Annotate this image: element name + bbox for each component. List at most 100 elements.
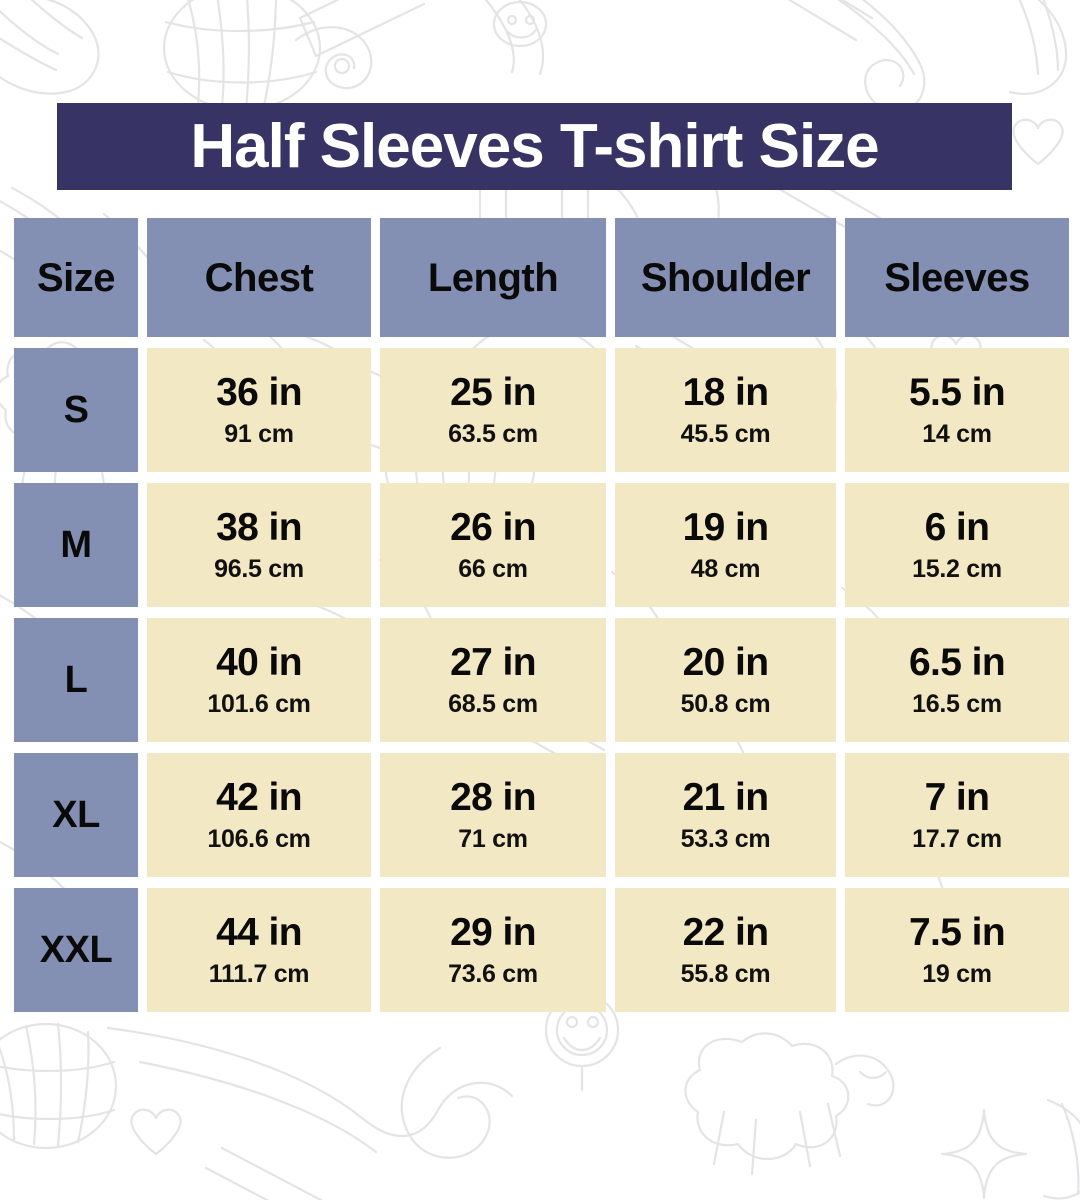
measure-inches: 44 in xyxy=(216,911,302,955)
measure-centimeters: 16.5 cm xyxy=(912,690,1002,719)
measure-centimeters: 68.5 cm xyxy=(448,690,538,719)
measure-inches: 42 in xyxy=(216,776,302,820)
size-label: XL xyxy=(52,794,100,836)
yarn-ball-icon xyxy=(1008,0,1068,95)
measure-centimeters: 71 cm xyxy=(458,825,528,854)
measure-centimeters: 14 cm xyxy=(922,420,992,449)
size-cell: L xyxy=(14,618,138,742)
size-cell: XL xyxy=(14,753,138,877)
measure-cell-shoulder: 18 in 45.5 cm xyxy=(615,348,836,472)
measure-centimeters: 17.7 cm xyxy=(912,825,1002,854)
header-label-chest: Chest xyxy=(204,255,314,300)
measure-inches: 7.5 in xyxy=(908,911,1006,955)
measure-centimeters: 111.7 cm xyxy=(208,960,310,989)
yarn-ball-icon xyxy=(162,0,322,112)
yarn-ball-icon xyxy=(1042,1098,1080,1200)
measure-inches: 6.5 in xyxy=(908,641,1006,685)
size-chart-table: Size Chest Length Shoulder Sleeves S 36 … xyxy=(14,218,1069,1012)
measure-inches: 5.5 in xyxy=(908,371,1006,415)
knitting-needles-icon xyxy=(787,0,874,42)
header-label-sleeves: Sleeves xyxy=(884,255,1030,300)
size-label: M xyxy=(60,524,92,566)
size-cell: S xyxy=(14,348,138,472)
measure-centimeters: 19 cm xyxy=(922,960,992,989)
header-cell-length: Length xyxy=(380,218,606,337)
header-label-length: Length xyxy=(427,255,559,300)
yarn-ball-icon xyxy=(0,1022,118,1150)
chart-title-bar: Half Sleeves T-shirt Size xyxy=(57,103,1012,190)
table-header-row: Size Chest Length Shoulder Sleeves xyxy=(14,218,1069,337)
measure-inches: 40 in xyxy=(216,641,302,685)
measure-centimeters: 50.8 cm xyxy=(680,690,771,719)
measure-cell-shoulder: 19 in 48 cm xyxy=(615,483,836,607)
measure-cell-chest: 44 in 111.7 cm xyxy=(147,888,371,1012)
yarn-ball-icon xyxy=(0,0,100,95)
measure-inches: 26 in xyxy=(450,506,536,550)
measure-centimeters: 63.5 cm xyxy=(448,420,538,449)
measure-cell-sleeves: 6.5 in 16.5 cm xyxy=(845,618,1069,742)
knitting-needles-icon xyxy=(298,0,426,58)
table-row: M 38 in 96.5 cm 26 in 66 cm 19 in 48 cm … xyxy=(14,483,1069,607)
measure-centimeters: 15.2 cm xyxy=(912,555,1002,584)
table-row: XXL 44 in 111.7 cm 29 in 73.6 cm 22 in 5… xyxy=(14,888,1069,1012)
heart-icon xyxy=(130,1108,182,1156)
knitting-needles-icon xyxy=(204,1146,324,1200)
measure-inches: 38 in xyxy=(216,506,302,550)
measure-cell-chest: 42 in 106.6 cm xyxy=(147,753,371,877)
measure-cell-shoulder: 20 in 50.8 cm xyxy=(615,618,836,742)
measure-cell-shoulder: 22 in 55.8 cm xyxy=(615,888,836,1012)
measure-centimeters: 106.6 cm xyxy=(207,825,311,854)
measure-cell-length: 28 in 71 cm xyxy=(380,753,606,877)
measure-cell-sleeves: 6 in 15.2 cm xyxy=(845,483,1069,607)
yarn-strand-icon xyxy=(484,0,545,76)
measure-inches: 25 in xyxy=(450,371,536,415)
measure-centimeters: 66 cm xyxy=(458,555,528,584)
measure-centimeters: 73.6 cm xyxy=(448,960,538,989)
measure-cell-chest: 40 in 101.6 cm xyxy=(147,618,371,742)
header-label-shoulder: Shoulder xyxy=(640,255,811,300)
measure-inches: 27 in xyxy=(450,641,536,685)
measure-cell-chest: 38 in 96.5 cm xyxy=(147,483,371,607)
measure-inches: 20 in xyxy=(682,641,769,685)
measure-centimeters: 45.5 cm xyxy=(680,420,771,449)
button-icon xyxy=(492,0,548,48)
measure-inches: 28 in xyxy=(450,776,536,820)
measure-cell-chest: 36 in 91 cm xyxy=(147,348,371,472)
header-cell-chest: Chest xyxy=(147,218,371,337)
page-title: Half Sleeves T-shirt Size xyxy=(190,111,879,181)
measure-centimeters: 53.3 cm xyxy=(680,825,771,854)
safety-pin-icon xyxy=(837,0,926,113)
measure-cell-length: 25 in 63.5 cm xyxy=(380,348,606,472)
measure-inches: 29 in xyxy=(450,911,536,955)
sheep-icon xyxy=(684,1032,895,1176)
measure-centimeters: 55.8 cm xyxy=(680,960,771,989)
header-cell-size: Size xyxy=(14,218,138,337)
measure-centimeters: 101.6 cm xyxy=(207,690,311,719)
size-label: XXL xyxy=(39,929,113,971)
measure-inches: 21 in xyxy=(682,776,769,820)
table-row: S 36 in 91 cm 25 in 63.5 cm 18 in 45.5 c… xyxy=(14,348,1069,472)
header-label-size: Size xyxy=(36,255,116,300)
measure-inches: 22 in xyxy=(682,911,769,955)
measure-cell-shoulder: 21 in 53.3 cm xyxy=(615,753,836,877)
measure-centimeters: 48 cm xyxy=(690,555,761,584)
sparkle-icon xyxy=(940,1108,1028,1200)
header-cell-sleeves: Sleeves xyxy=(845,218,1069,337)
header-cell-shoulder: Shoulder xyxy=(615,218,836,337)
size-cell: XXL xyxy=(14,888,138,1012)
size-label: L xyxy=(64,659,88,701)
measure-centimeters: 91 cm xyxy=(224,420,294,449)
size-label: S xyxy=(63,389,89,431)
measure-inches: 36 in xyxy=(216,371,302,415)
heart-icon xyxy=(1012,118,1064,166)
measure-centimeters: 96.5 cm xyxy=(214,555,304,584)
measure-inches: 18 in xyxy=(682,371,769,415)
yarn-strand-icon xyxy=(106,1026,514,1159)
measure-cell-length: 29 in 73.6 cm xyxy=(380,888,606,1012)
measure-inches: 6 in xyxy=(924,506,990,550)
measure-cell-sleeves: 7 in 17.7 cm xyxy=(845,753,1069,877)
measure-inches: 7 in xyxy=(924,776,990,820)
measure-cell-sleeves: 7.5 in 19 cm xyxy=(845,888,1069,1012)
safety-pin-icon xyxy=(294,26,373,90)
